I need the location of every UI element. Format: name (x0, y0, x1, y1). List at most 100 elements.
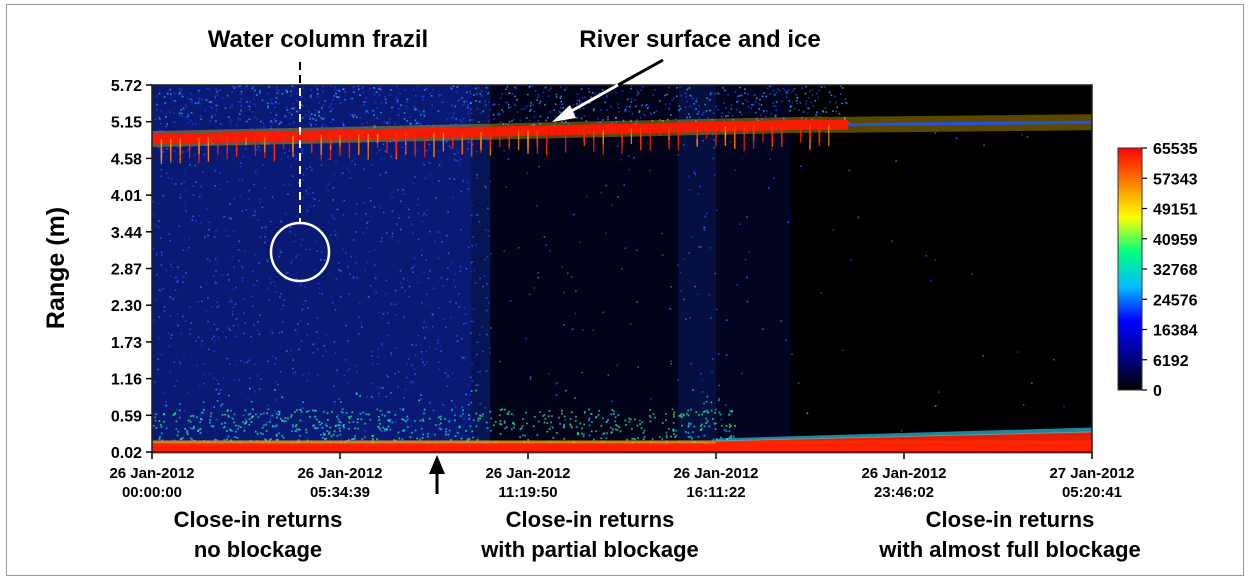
frazil-echo (471, 204, 473, 207)
near-field-echo (178, 409, 181, 412)
surface-noise (634, 105, 637, 107)
surface-noise (835, 101, 838, 104)
frazil-echo (214, 281, 216, 283)
x-tick-label-time: 16:11:22 (686, 484, 745, 501)
surface-noise (839, 85, 842, 87)
frazil-echo (185, 320, 187, 322)
near-field-echo (285, 420, 287, 423)
frazil-echo (412, 266, 414, 269)
surface-noise (659, 119, 661, 121)
frazil-echo (333, 230, 336, 232)
frazil-echo (258, 333, 261, 336)
surface-arrow-shaft (565, 83, 619, 116)
frazil-echo (295, 158, 298, 160)
frazil-echo (316, 317, 319, 319)
surface-noise (560, 103, 563, 106)
surface-noise (206, 87, 208, 90)
frazil-echo (425, 258, 427, 261)
near-field-echo (163, 420, 165, 423)
surface-noise (675, 95, 678, 98)
frazil-echo (611, 400, 614, 403)
frazil-echo (1021, 134, 1024, 136)
surface-noise (537, 94, 540, 96)
frazil-echo (179, 363, 182, 365)
frazil-echo (390, 355, 392, 357)
surface-noise (276, 86, 278, 89)
surface-noise (324, 99, 326, 102)
near-field-echo (364, 436, 366, 439)
frazil-echo (248, 189, 251, 192)
surface-noise (624, 108, 627, 111)
frazil-echo (216, 306, 219, 308)
frazil-echo (308, 248, 311, 251)
surface-noise (760, 104, 763, 106)
frazil-echo (281, 419, 283, 422)
frazil-echo (297, 323, 299, 325)
frazil-echo (718, 384, 720, 387)
frazil-echo (254, 171, 257, 174)
surface-noise (775, 114, 777, 117)
surface-noise (738, 95, 741, 97)
surface-noise (332, 118, 334, 121)
frazil-echo (369, 251, 371, 253)
surface-noise (644, 105, 647, 108)
surface-noise (308, 110, 310, 113)
frazil-echo (208, 348, 210, 351)
near-field-echo (347, 416, 350, 418)
near-field-echo (706, 420, 709, 423)
colorbar-tick-label: 65535 (1153, 141, 1198, 158)
frazil-echo (370, 382, 373, 385)
near-field-echo (563, 437, 566, 440)
surface-noise (421, 110, 424, 113)
near-field-echo (231, 430, 233, 432)
surface-noise (836, 106, 839, 109)
surface-noise (469, 90, 471, 93)
frazil-echo (270, 220, 272, 223)
frazil-echo (175, 276, 177, 278)
surface-noise (173, 92, 176, 95)
surface-noise (251, 111, 254, 113)
frazil-echo (162, 194, 165, 197)
surface-noise (559, 111, 562, 114)
frazil-echo (154, 419, 157, 422)
surface-noise (844, 116, 846, 119)
frazil-echo (165, 400, 167, 403)
frazil-echo (225, 336, 227, 339)
frazil-echo (340, 410, 343, 413)
near-field-echo (261, 427, 264, 429)
near-field-echo (588, 419, 591, 422)
frazil-echo (270, 415, 273, 417)
frazil-echo (398, 217, 401, 219)
near-field-echo (259, 413, 262, 416)
near-field-echo (201, 411, 204, 414)
frazil-echo (291, 240, 293, 243)
near-field-echo (279, 417, 282, 420)
frazil-echo (339, 270, 342, 272)
frazil-echo (157, 202, 160, 205)
surface-noise (502, 123, 505, 125)
surface-noise (637, 92, 640, 94)
frazil-echo (377, 356, 379, 358)
surface-noise (493, 103, 496, 106)
surface-noise (507, 104, 510, 106)
surface-noise (310, 123, 313, 126)
surface-noise (172, 121, 175, 123)
surface-noise (625, 109, 628, 112)
surface-noise (204, 109, 207, 112)
near-field-echo (275, 435, 278, 437)
surface-noise (484, 103, 487, 106)
near-field-echo (672, 428, 674, 431)
frazil-echo (425, 350, 428, 353)
surface-noise (276, 92, 279, 94)
surface-noise (629, 119, 632, 122)
frazil-echo (806, 412, 809, 415)
surface-noise (754, 101, 757, 103)
surface-noise (394, 122, 396, 125)
surface-noise (248, 105, 251, 108)
near-field-echo (402, 429, 404, 432)
near-field-echo (324, 423, 327, 426)
near-field-echo (262, 412, 265, 415)
near-field-echo (360, 418, 363, 421)
frazil-echo (573, 213, 575, 216)
